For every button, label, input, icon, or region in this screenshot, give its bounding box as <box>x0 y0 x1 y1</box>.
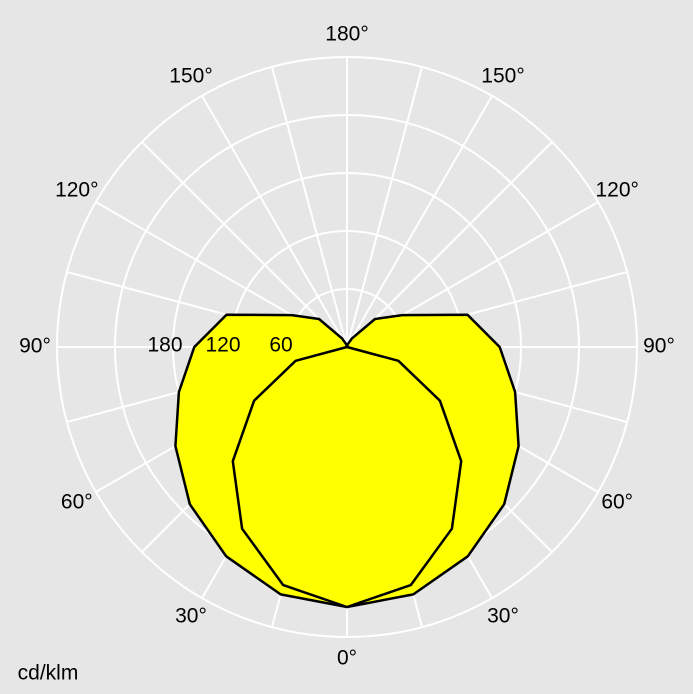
intensity-curve <box>231 345 463 609</box>
labels: 60 120 180 0° 30° 30° 60° 60° 90° 90° 120° 120° 150°… <box>19 23 675 670</box>
angle-label: 120° <box>595 179 638 202</box>
angle-label: 60° <box>61 491 93 514</box>
angle-label: 120° <box>55 179 98 202</box>
angle-label: 180° <box>325 23 368 46</box>
angle-label: 90° <box>19 335 51 358</box>
unit-label: cd/klm <box>18 662 79 685</box>
r-tick-label: 180 <box>147 334 182 357</box>
r-tick-label: 120 <box>205 334 240 357</box>
angle-label: 60° <box>601 491 633 514</box>
angle-label: 150° <box>481 64 524 87</box>
grid-spoke <box>346 66 424 348</box>
r-tick-label: 60 <box>269 334 292 357</box>
angle-label: 30° <box>487 605 519 628</box>
grid-spoke <box>141 141 348 348</box>
grid-spoke <box>346 141 553 348</box>
curves <box>174 313 520 609</box>
angle-label: 90° <box>643 335 675 358</box>
grid-spoke <box>270 66 348 348</box>
grid-spoke <box>346 95 493 348</box>
angle-label: 150° <box>169 64 212 87</box>
angle-label: 30° <box>175 605 207 628</box>
grid-spoke <box>201 95 348 348</box>
angle-label: 0° <box>337 647 357 670</box>
